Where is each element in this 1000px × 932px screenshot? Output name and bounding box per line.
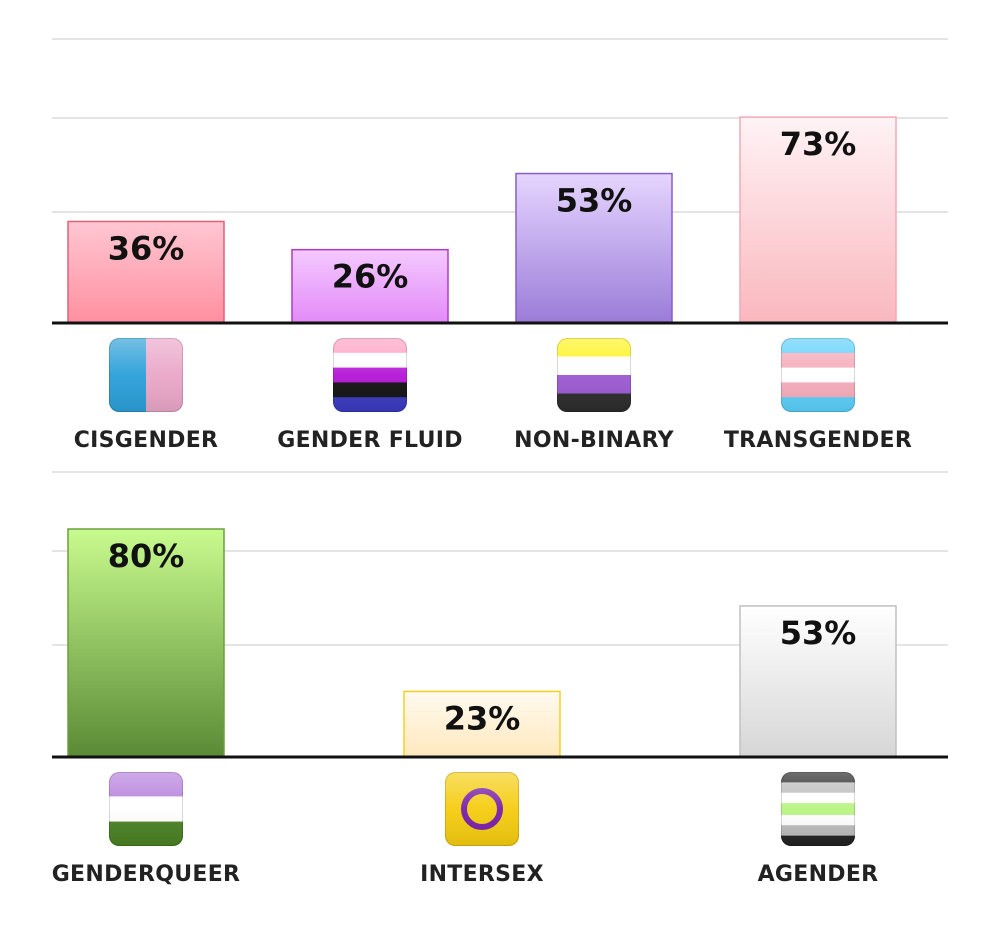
bar-transgender xyxy=(739,116,897,324)
chart-panel-1: 36% CISGENDER 26% GENDER FLUID 53% NON-BINARY… xyxy=(52,38,948,453)
genderqueer-flag-icon xyxy=(109,772,183,846)
bar-non-binary xyxy=(515,172,673,324)
category-label: INTERSEX xyxy=(420,862,544,887)
category-label: AGENDER xyxy=(758,862,879,887)
bar-cisgender xyxy=(67,220,225,324)
nonbinary-flag-icon xyxy=(557,338,631,412)
category-label: GENDERQUEER xyxy=(52,862,241,887)
chart-panel-2: 80% GENDERQUEER 23% INTERSEX 53% AGENDER xyxy=(52,471,948,887)
bar-value-label: 53% xyxy=(556,182,633,220)
bar-value-label: 23% xyxy=(444,699,521,737)
category-label: CISGENDER xyxy=(74,428,219,453)
bar-value-label: 36% xyxy=(108,229,185,267)
agender-flag-icon xyxy=(781,772,855,846)
intersex-flag-icon xyxy=(445,772,519,846)
category-label: NON-BINARY xyxy=(514,428,674,453)
category-label: TRANSGENDER xyxy=(724,428,912,453)
bar-agender xyxy=(739,605,897,758)
transgender-flag-icon xyxy=(781,338,855,412)
bar-value-label: 26% xyxy=(332,258,409,296)
genderfluid-flag-icon xyxy=(333,338,407,412)
bar-intersex xyxy=(403,690,561,758)
bar-value-label: 80% xyxy=(108,537,185,575)
bar-genderqueer xyxy=(67,528,225,758)
bar-value-label: 53% xyxy=(780,614,857,652)
cisgender-flag-icon xyxy=(109,338,183,412)
category-label: GENDER FLUID xyxy=(277,428,463,453)
bar-value-label: 73% xyxy=(780,125,857,163)
